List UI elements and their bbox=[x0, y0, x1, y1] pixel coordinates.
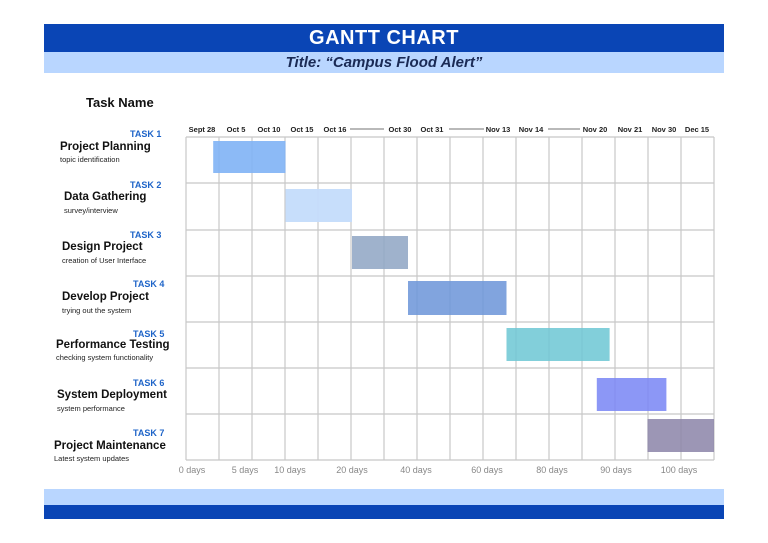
task-number: TASK 7 bbox=[133, 428, 165, 438]
footer-band-light bbox=[44, 489, 724, 505]
day-tick-label: 0 days bbox=[179, 465, 206, 475]
task-subtitle: survey/interview bbox=[64, 206, 118, 215]
day-tick-label: 5 days bbox=[232, 465, 259, 475]
task-title: System Deployment bbox=[57, 389, 167, 401]
date-label: Oct 30 bbox=[389, 125, 412, 134]
task-subtitle: checking system functionality bbox=[56, 353, 154, 362]
date-label: Oct 15 bbox=[291, 125, 314, 134]
date-label: Oct 31 bbox=[421, 125, 444, 134]
day-tick-label: 80 days bbox=[536, 465, 568, 475]
task-number: TASK 6 bbox=[133, 378, 165, 388]
task-name-heading: Task Name bbox=[86, 95, 154, 110]
day-tick-label: 40 days bbox=[400, 465, 432, 475]
task-subtitle: Latest system updates bbox=[54, 454, 130, 463]
date-label: Nov 20 bbox=[583, 125, 608, 134]
date-label: Oct 5 bbox=[227, 125, 246, 134]
task-number: TASK 2 bbox=[130, 180, 162, 190]
task-subtitle: system performance bbox=[57, 404, 125, 413]
date-label: Oct 16 bbox=[324, 125, 347, 134]
task-subtitle: topic identification bbox=[60, 155, 120, 164]
chart-subtitle: Title: “Campus Flood Alert” bbox=[285, 54, 483, 71]
task-subtitle: creation of User Interface bbox=[62, 256, 147, 265]
date-label: Nov 13 bbox=[486, 125, 511, 134]
gantt-bar bbox=[213, 141, 286, 173]
task-title: Project Maintenance bbox=[54, 440, 166, 452]
date-label: Sept 28 bbox=[189, 125, 216, 134]
task-subtitle: trying out the system bbox=[62, 306, 132, 315]
chart-header: GANTT CHART bbox=[44, 24, 724, 52]
task-number: TASK 1 bbox=[130, 129, 162, 139]
day-tick-label: 60 days bbox=[471, 465, 503, 475]
task-title: Project Planning bbox=[60, 141, 151, 153]
gantt-bar bbox=[506, 328, 610, 361]
task-title: Develop Project bbox=[62, 291, 149, 303]
task-title: Design Project bbox=[62, 241, 143, 253]
task-number: TASK 3 bbox=[130, 230, 162, 240]
chart-subheader: Title: “Campus Flood Alert” bbox=[44, 52, 724, 73]
day-tick-label: 20 days bbox=[336, 465, 368, 475]
date-label: Oct 10 bbox=[258, 125, 281, 134]
day-tick-label: 90 days bbox=[600, 465, 632, 475]
date-label: Nov 30 bbox=[652, 125, 677, 134]
day-tick-label: 10 days bbox=[274, 465, 306, 475]
gantt-bar bbox=[352, 236, 408, 269]
gantt-bar bbox=[408, 281, 507, 315]
footer-band-dark bbox=[44, 505, 724, 519]
task-number: TASK 5 bbox=[133, 329, 165, 339]
date-label: Nov 21 bbox=[618, 125, 643, 134]
gantt-bar bbox=[647, 419, 714, 452]
day-tick-label: 100 days bbox=[661, 465, 698, 475]
date-label: Dec 15 bbox=[685, 125, 709, 134]
date-label: Nov 14 bbox=[519, 125, 544, 134]
task-number: TASK 4 bbox=[133, 279, 165, 289]
task-title: Performance Testing bbox=[56, 339, 170, 351]
gantt-bar bbox=[596, 378, 667, 411]
task-title: Data Gathering bbox=[64, 191, 147, 203]
chart-title: GANTT CHART bbox=[309, 27, 459, 49]
gantt-bar bbox=[285, 189, 352, 222]
